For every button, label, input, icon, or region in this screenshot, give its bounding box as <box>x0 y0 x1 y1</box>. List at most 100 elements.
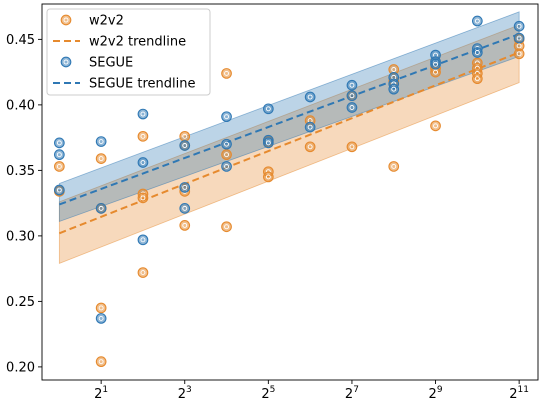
segue-point-inner <box>98 205 104 211</box>
plot-frame <box>41 3 539 381</box>
segue-point-ring <box>179 203 191 214</box>
segue-point-ring <box>262 103 274 115</box>
w2v2-trendline-band <box>58 24 520 264</box>
segue-point <box>179 203 191 214</box>
segue-point <box>430 58 441 70</box>
segue-point-inner <box>433 61 438 67</box>
segue-point <box>137 234 149 246</box>
y-tick-label: 0.25 <box>6 295 35 310</box>
segue-point <box>221 138 232 150</box>
w2v2-point-ring <box>53 161 65 172</box>
y-tick-label: 0.20 <box>6 360 35 375</box>
segue-point-inner <box>56 187 62 193</box>
segue-point-inner <box>182 143 188 148</box>
x-tick-label: 29 <box>429 385 443 400</box>
segue-point-ring <box>179 140 191 151</box>
legend-label: w2v2 <box>89 14 124 29</box>
w2v2-point-ring <box>95 153 107 164</box>
segue-point-inner <box>265 140 271 146</box>
segue-point-ring <box>53 137 65 149</box>
trendlines <box>58 33 520 235</box>
segue-point <box>262 103 274 115</box>
w2v2-point <box>179 220 191 231</box>
w2v2-point-ring <box>221 149 232 161</box>
w2v2-point <box>304 141 316 153</box>
w2v2-point <box>221 221 232 233</box>
x-tick-label: 211 <box>509 385 529 400</box>
w2v2-point-inner <box>224 152 229 158</box>
segue-point-inner <box>307 124 313 130</box>
segue-point-inner <box>56 140 62 146</box>
w2v2-point-ring <box>346 141 358 153</box>
w2v2-point-ring <box>95 356 107 368</box>
segue-point-ring <box>137 108 149 120</box>
w2v2-point-ring <box>179 130 191 142</box>
segue-point <box>221 111 232 123</box>
segue-point <box>179 182 191 193</box>
segue-point-ring <box>53 184 65 196</box>
w2v2-point <box>471 73 483 85</box>
segue-point-ring <box>471 15 483 27</box>
segue-point <box>346 90 358 102</box>
w2v2-point <box>95 356 107 368</box>
w2v2-point-inner <box>224 224 229 230</box>
segue-point-ring <box>137 157 149 168</box>
segue-point <box>179 140 191 151</box>
axes: 0.20 0.25 0.30 0.35 0.40 0.45 21 23 25 27 29 211 <box>6 3 539 400</box>
segue-point-inner <box>224 164 229 169</box>
segue-point-ring <box>262 137 274 149</box>
segue-point-ring <box>346 90 358 102</box>
segue-trendline <box>59 33 520 206</box>
segue-point-ring <box>179 182 191 193</box>
legend-marker <box>60 14 72 26</box>
segue-point-inner <box>140 237 146 243</box>
segue-point-ring <box>346 102 358 113</box>
segue-point-inner <box>307 94 313 100</box>
w2v2-point-ring <box>221 68 232 79</box>
w2v2-point <box>137 267 149 278</box>
w2v2-point-inner <box>140 195 146 201</box>
w2v2-point-inner <box>474 76 480 82</box>
scatter-points <box>53 15 525 368</box>
w2v2-point-ring <box>430 120 441 132</box>
segue-point <box>95 203 107 214</box>
segue-point-inner <box>224 114 229 120</box>
segue-point-inner <box>349 93 355 99</box>
w2v2-point <box>346 141 358 153</box>
w2v2-trendline <box>58 51 520 235</box>
legend-marker <box>60 56 72 68</box>
segue-point-inner <box>474 18 480 24</box>
w2v2-point-inner <box>265 174 271 180</box>
segue-point-ring <box>304 121 316 133</box>
w2v2-point-inner <box>349 144 355 150</box>
segue-point-inner <box>140 111 146 117</box>
segue-point-ring <box>430 58 441 70</box>
segue-point <box>53 184 65 196</box>
segue-point-inner <box>391 86 397 92</box>
segue-point <box>304 121 316 133</box>
segue-point-inner <box>349 105 355 110</box>
segue-point-inner <box>182 184 188 190</box>
legend-marker-ring <box>60 56 72 68</box>
w2v2-point-ring <box>513 48 525 60</box>
segue-point <box>471 15 483 27</box>
segue-point <box>53 149 65 161</box>
w2v2-point <box>262 171 274 183</box>
segue-point-ring <box>513 20 525 32</box>
segue-point-inner <box>516 35 522 41</box>
w2v2-point-inner <box>98 305 104 311</box>
w2v2-point-inner <box>56 164 62 169</box>
w2v2-point <box>95 302 107 314</box>
legend-label: w2v2 trendline <box>89 35 186 50</box>
segue-point-inner <box>56 152 62 158</box>
w2v2-point-ring <box>221 221 232 233</box>
segue-point <box>471 47 483 58</box>
w2v2-point <box>430 120 441 132</box>
w2v2-point <box>388 161 400 172</box>
w2v2-point <box>137 130 149 142</box>
segue-point <box>53 137 65 149</box>
w2v2-point-inner <box>433 123 438 129</box>
legend-marker-inner <box>63 59 69 65</box>
y-tick-label: 0.30 <box>6 229 35 244</box>
